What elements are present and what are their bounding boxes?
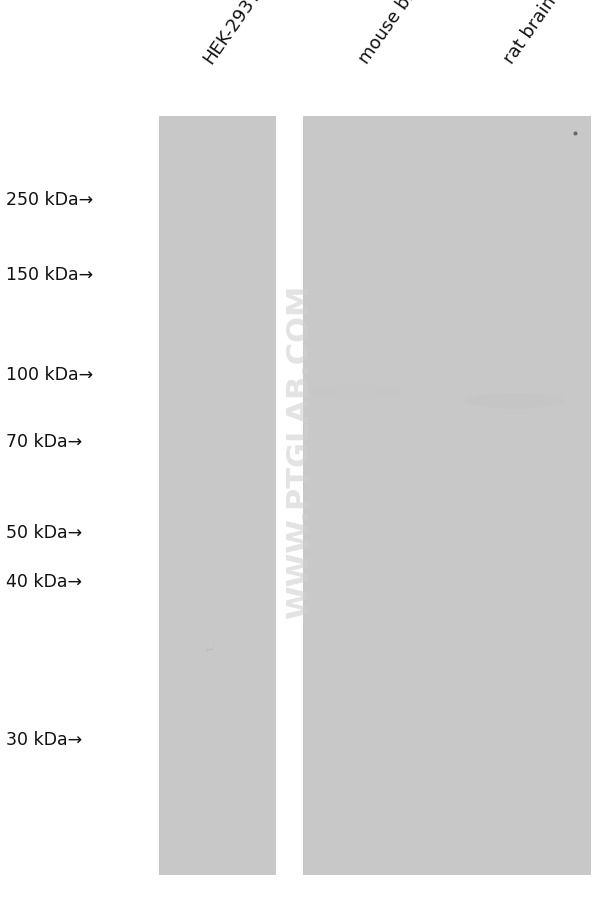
Ellipse shape xyxy=(173,370,256,397)
Ellipse shape xyxy=(179,373,251,394)
Ellipse shape xyxy=(484,398,546,405)
Ellipse shape xyxy=(328,389,384,396)
Ellipse shape xyxy=(466,394,564,409)
Ellipse shape xyxy=(323,388,388,397)
Ellipse shape xyxy=(325,388,387,397)
Ellipse shape xyxy=(329,389,382,396)
Ellipse shape xyxy=(310,384,402,400)
Text: 100 kDa→: 100 kDa→ xyxy=(6,365,93,383)
Ellipse shape xyxy=(478,397,551,406)
Ellipse shape xyxy=(467,394,562,409)
Ellipse shape xyxy=(311,384,401,400)
Ellipse shape xyxy=(469,395,560,408)
Ellipse shape xyxy=(331,390,380,395)
Ellipse shape xyxy=(475,396,555,407)
Ellipse shape xyxy=(487,399,543,404)
Ellipse shape xyxy=(316,386,396,399)
Ellipse shape xyxy=(485,398,545,405)
Text: 70 kDa→: 70 kDa→ xyxy=(6,433,82,451)
Ellipse shape xyxy=(314,385,398,400)
Text: rat brain: rat brain xyxy=(500,0,560,68)
Ellipse shape xyxy=(462,393,568,410)
Text: WWW.PTGLAB.COM: WWW.PTGLAB.COM xyxy=(286,284,314,618)
Ellipse shape xyxy=(165,366,264,400)
Text: mouse brain: mouse brain xyxy=(355,0,435,68)
Ellipse shape xyxy=(482,398,548,405)
Ellipse shape xyxy=(175,371,254,396)
Ellipse shape xyxy=(177,372,253,395)
Ellipse shape xyxy=(480,397,550,406)
Text: ~: ~ xyxy=(202,641,218,658)
Text: 150 kDa→: 150 kDa→ xyxy=(6,266,93,284)
Ellipse shape xyxy=(319,387,393,398)
Ellipse shape xyxy=(184,375,246,391)
Ellipse shape xyxy=(170,369,259,398)
Ellipse shape xyxy=(317,386,395,399)
Text: HEK-293T: HEK-293T xyxy=(200,0,265,68)
FancyBboxPatch shape xyxy=(303,117,591,875)
Ellipse shape xyxy=(172,370,258,397)
Ellipse shape xyxy=(313,385,399,400)
Text: 30 kDa→: 30 kDa→ xyxy=(6,731,82,749)
Ellipse shape xyxy=(188,377,241,390)
Ellipse shape xyxy=(476,396,553,407)
Ellipse shape xyxy=(320,387,391,398)
Ellipse shape xyxy=(471,395,559,408)
Ellipse shape xyxy=(473,396,557,407)
Ellipse shape xyxy=(180,373,250,393)
Ellipse shape xyxy=(185,376,245,391)
Ellipse shape xyxy=(167,367,263,400)
Text: 40 kDa→: 40 kDa→ xyxy=(6,573,82,591)
Ellipse shape xyxy=(169,368,261,399)
Ellipse shape xyxy=(326,389,385,396)
Text: 250 kDa→: 250 kDa→ xyxy=(6,191,93,209)
FancyBboxPatch shape xyxy=(159,117,276,875)
Ellipse shape xyxy=(322,387,390,398)
Ellipse shape xyxy=(464,393,566,410)
Ellipse shape xyxy=(182,374,248,392)
Ellipse shape xyxy=(187,377,243,390)
Text: 50 kDa→: 50 kDa→ xyxy=(6,523,82,541)
